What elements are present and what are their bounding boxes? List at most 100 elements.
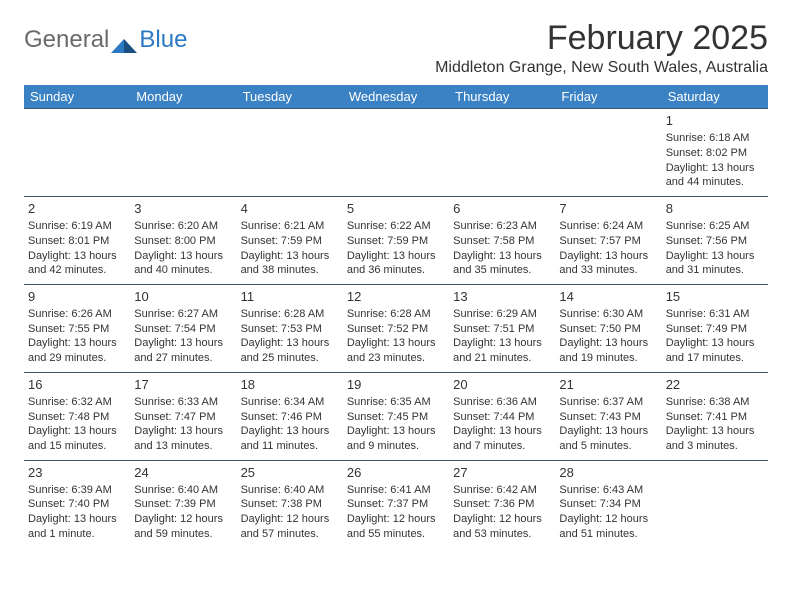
cell-line: Daylight: 13 hours <box>666 161 764 176</box>
cell-line: Daylight: 13 hours <box>559 336 657 351</box>
day-header: Monday <box>130 85 236 109</box>
cell-line: Sunrise: 6:26 AM <box>28 307 126 322</box>
calendar-cell: 1Sunrise: 6:18 AMSunset: 8:02 PMDaylight… <box>662 109 768 197</box>
calendar-body: 1Sunrise: 6:18 AMSunset: 8:02 PMDaylight… <box>24 109 768 548</box>
cell-line: Daylight: 12 hours <box>453 512 551 527</box>
day-number: 27 <box>453 464 551 482</box>
cell-line: Daylight: 13 hours <box>28 424 126 439</box>
cell-line: Daylight: 13 hours <box>347 249 445 264</box>
cell-line: and 36 minutes. <box>347 263 445 278</box>
cell-line: Sunset: 7:58 PM <box>453 234 551 249</box>
cell-line: and 51 minutes. <box>559 527 657 542</box>
cell-line: and 44 minutes. <box>666 175 764 190</box>
day-number: 12 <box>347 288 445 306</box>
cell-line: Sunrise: 6:18 AM <box>666 131 764 146</box>
day-number: 6 <box>453 200 551 218</box>
cell-line: Sunrise: 6:37 AM <box>559 395 657 410</box>
cell-line: Sunrise: 6:25 AM <box>666 219 764 234</box>
cell-line: and 13 minutes. <box>134 439 232 454</box>
day-number: 25 <box>241 464 339 482</box>
cell-line: Sunrise: 6:28 AM <box>347 307 445 322</box>
cell-line: and 23 minutes. <box>347 351 445 366</box>
calendar-cell: 9Sunrise: 6:26 AMSunset: 7:55 PMDaylight… <box>24 285 130 373</box>
calendar-cell: 20Sunrise: 6:36 AMSunset: 7:44 PMDayligh… <box>449 373 555 461</box>
cell-line: and 53 minutes. <box>453 527 551 542</box>
cell-line: Daylight: 13 hours <box>453 249 551 264</box>
cell-line: and 25 minutes. <box>241 351 339 366</box>
calendar-cell: 13Sunrise: 6:29 AMSunset: 7:51 PMDayligh… <box>449 285 555 373</box>
cell-line: Sunset: 7:43 PM <box>559 410 657 425</box>
cell-line: Sunset: 7:41 PM <box>666 410 764 425</box>
cell-line: Sunset: 7:48 PM <box>28 410 126 425</box>
day-number: 7 <box>559 200 657 218</box>
cell-line: Sunset: 8:00 PM <box>134 234 232 249</box>
day-number: 2 <box>28 200 126 218</box>
day-header: Friday <box>555 85 661 109</box>
cell-line: Daylight: 13 hours <box>559 424 657 439</box>
cell-line: Sunrise: 6:38 AM <box>666 395 764 410</box>
calendar-table: Sunday Monday Tuesday Wednesday Thursday… <box>24 85 768 548</box>
cell-line: and 15 minutes. <box>28 439 126 454</box>
day-header: Tuesday <box>237 85 343 109</box>
cell-line: and 38 minutes. <box>241 263 339 278</box>
calendar-cell: 28Sunrise: 6:43 AMSunset: 7:34 PMDayligh… <box>555 461 661 548</box>
cell-line: Daylight: 13 hours <box>453 424 551 439</box>
cell-line: Sunset: 7:54 PM <box>134 322 232 337</box>
cell-line: Sunrise: 6:43 AM <box>559 483 657 498</box>
calendar-cell <box>449 109 555 197</box>
calendar-cell: 24Sunrise: 6:40 AMSunset: 7:39 PMDayligh… <box>130 461 236 548</box>
cell-line: Sunset: 7:47 PM <box>134 410 232 425</box>
cell-line: Sunset: 7:49 PM <box>666 322 764 337</box>
cell-line: Sunset: 7:52 PM <box>347 322 445 337</box>
cell-line: Sunrise: 6:32 AM <box>28 395 126 410</box>
cell-line: Sunrise: 6:29 AM <box>453 307 551 322</box>
day-number: 15 <box>666 288 764 306</box>
calendar-cell: 26Sunrise: 6:41 AMSunset: 7:37 PMDayligh… <box>343 461 449 548</box>
calendar-cell: 16Sunrise: 6:32 AMSunset: 7:48 PMDayligh… <box>24 373 130 461</box>
cell-line: Daylight: 13 hours <box>241 336 339 351</box>
cell-line: and 35 minutes. <box>453 263 551 278</box>
calendar-cell: 4Sunrise: 6:21 AMSunset: 7:59 PMDaylight… <box>237 197 343 285</box>
cell-line: Daylight: 13 hours <box>241 424 339 439</box>
cell-line: Sunrise: 6:39 AM <box>28 483 126 498</box>
calendar-cell: 17Sunrise: 6:33 AMSunset: 7:47 PMDayligh… <box>130 373 236 461</box>
cell-line: Sunset: 7:44 PM <box>453 410 551 425</box>
cell-line: Sunrise: 6:20 AM <box>134 219 232 234</box>
day-number: 10 <box>134 288 232 306</box>
day-number: 1 <box>666 112 764 130</box>
cell-line: and 7 minutes. <box>453 439 551 454</box>
cell-line: Sunrise: 6:41 AM <box>347 483 445 498</box>
calendar-header-row: Sunday Monday Tuesday Wednesday Thursday… <box>24 85 768 109</box>
cell-line: Sunrise: 6:24 AM <box>559 219 657 234</box>
calendar-cell <box>130 109 236 197</box>
day-number: 20 <box>453 376 551 394</box>
cell-line: Sunset: 7:45 PM <box>347 410 445 425</box>
day-header: Wednesday <box>343 85 449 109</box>
day-number: 26 <box>347 464 445 482</box>
cell-line: Sunrise: 6:28 AM <box>241 307 339 322</box>
calendar-cell: 25Sunrise: 6:40 AMSunset: 7:38 PMDayligh… <box>237 461 343 548</box>
calendar-cell: 18Sunrise: 6:34 AMSunset: 7:46 PMDayligh… <box>237 373 343 461</box>
cell-line: Daylight: 13 hours <box>453 336 551 351</box>
calendar-cell: 3Sunrise: 6:20 AMSunset: 8:00 PMDaylight… <box>130 197 236 285</box>
calendar-cell <box>555 109 661 197</box>
day-number: 21 <box>559 376 657 394</box>
cell-line: Sunset: 7:46 PM <box>241 410 339 425</box>
day-number: 14 <box>559 288 657 306</box>
cell-line: Sunrise: 6:31 AM <box>666 307 764 322</box>
cell-line: Sunset: 7:40 PM <box>28 497 126 512</box>
calendar-week-row: 16Sunrise: 6:32 AMSunset: 7:48 PMDayligh… <box>24 373 768 461</box>
day-number: 23 <box>28 464 126 482</box>
cell-line: Sunrise: 6:27 AM <box>134 307 232 322</box>
cell-line: Sunset: 7:38 PM <box>241 497 339 512</box>
cell-line: and 57 minutes. <box>241 527 339 542</box>
cell-line: Daylight: 13 hours <box>666 336 764 351</box>
calendar-week-row: 9Sunrise: 6:26 AMSunset: 7:55 PMDaylight… <box>24 285 768 373</box>
cell-line: Sunset: 7:36 PM <box>453 497 551 512</box>
cell-line: and 1 minute. <box>28 527 126 542</box>
cell-line: and 33 minutes. <box>559 263 657 278</box>
cell-line: and 9 minutes. <box>347 439 445 454</box>
cell-line: and 59 minutes. <box>134 527 232 542</box>
day-number: 3 <box>134 200 232 218</box>
calendar-cell <box>662 461 768 548</box>
